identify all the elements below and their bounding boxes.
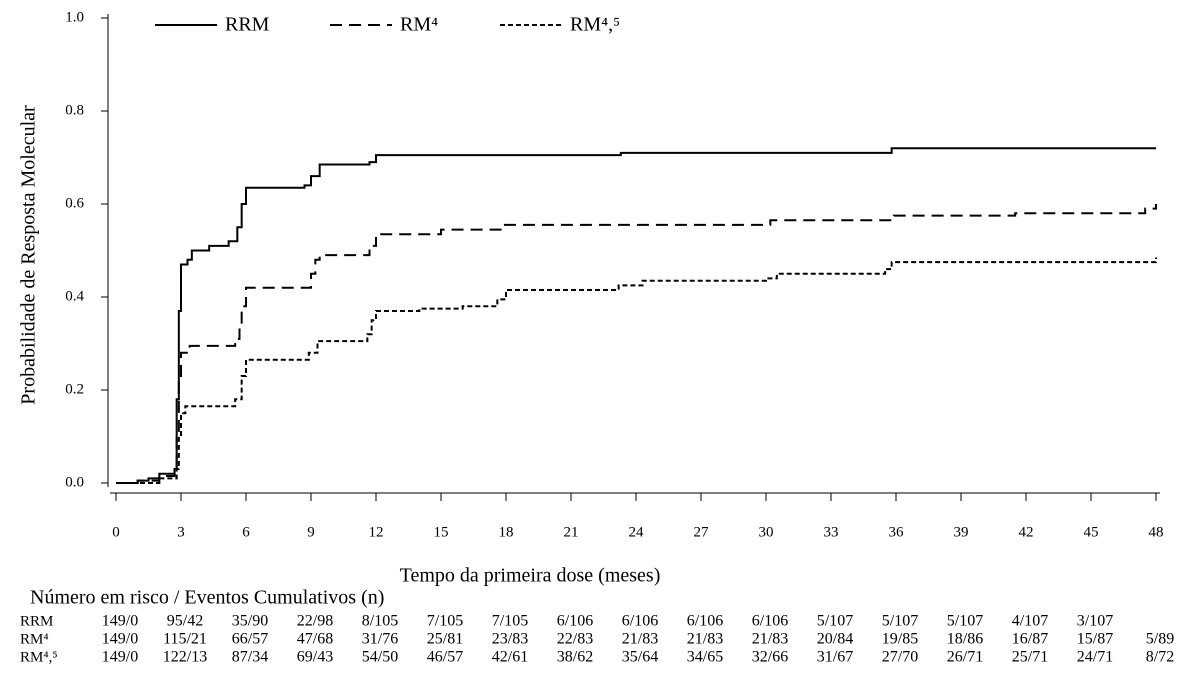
- step-line: [116, 257, 1157, 484]
- step-line: [116, 204, 1157, 484]
- risk-cell: 149/0: [102, 631, 138, 648]
- risk-cell: 25/81: [427, 631, 463, 648]
- y-axis-label: Probabilidade de Resposta Molecular: [18, 105, 40, 405]
- x-tick-label: 24: [629, 524, 645, 540]
- legend-label: RRM: [225, 14, 270, 36]
- risk-cell: 34/65: [687, 649, 723, 666]
- risk-row-label: RRM: [20, 613, 53, 629]
- risk-cell: 7/105: [427, 613, 463, 630]
- risk-cell: 149/0: [102, 649, 138, 666]
- risk-cell: 16/87: [1012, 631, 1048, 648]
- risk-cell: 21/83: [622, 631, 658, 648]
- x-tick-label: 27: [694, 524, 710, 540]
- x-tick-label: 0: [112, 524, 120, 540]
- x-tick-label: 42: [1019, 524, 1034, 540]
- risk-cell: 3/107: [1077, 613, 1113, 630]
- risk-cell: 6/106: [622, 613, 658, 630]
- risk-cell: 46/57: [427, 649, 463, 666]
- legend-label: RM⁴,⁵: [570, 14, 620, 36]
- risk-cell: 5/107: [882, 613, 918, 630]
- legend-label: RM⁴: [400, 14, 438, 36]
- risk-cell: 66/57: [232, 631, 268, 648]
- risk-cell: 4/107: [1012, 613, 1048, 630]
- x-tick-label: 36: [889, 524, 905, 540]
- x-tick-label: 33: [824, 524, 839, 540]
- x-tick-label: 21: [564, 524, 579, 540]
- risk-cell: 32/66: [752, 649, 788, 666]
- y-tick-label: 0.8: [65, 102, 84, 118]
- risk-cell: 22/98: [297, 613, 333, 630]
- risk-cell: 87/34: [232, 649, 268, 666]
- risk-cell: 38/62: [557, 649, 593, 666]
- risk-row-label: RM⁴: [20, 631, 49, 647]
- risk-cell: 15/87: [1077, 631, 1113, 648]
- risk-cell: 149/0: [102, 613, 138, 630]
- risk-cell: 5/107: [947, 613, 983, 630]
- x-tick-label: 9: [307, 524, 315, 540]
- risk-cell: 22/83: [557, 631, 593, 648]
- risk-cell: 35/90: [232, 613, 268, 630]
- y-tick-label: 0.2: [65, 381, 84, 397]
- x-tick-label: 18: [499, 524, 514, 540]
- risk-cell: 21/83: [752, 631, 788, 648]
- risk-cell: 47/68: [297, 631, 333, 648]
- y-tick-label: 0.0: [65, 474, 84, 490]
- x-tick-label: 3: [177, 524, 185, 540]
- x-tick-label: 45: [1084, 524, 1099, 540]
- risk-cell: 122/13: [163, 649, 207, 666]
- risk-cell: 20/84: [817, 631, 853, 648]
- risk-cell: 26/71: [947, 649, 983, 666]
- step-line: [116, 147, 1156, 484]
- risk-cell: 95/42: [167, 613, 203, 630]
- risk-table-title: Número em risco / Eventos Cumulativos (n…: [30, 587, 384, 609]
- x-axis-label: Tempo da primeira dose (meses): [400, 565, 661, 587]
- risk-cell: 54/50: [362, 649, 398, 666]
- risk-cell: 25/71: [1012, 649, 1048, 666]
- risk-cell: 8/105: [362, 613, 398, 630]
- x-tick-label: 48: [1149, 524, 1164, 540]
- risk-cell: 21/83: [687, 631, 723, 648]
- x-tick-label: 15: [434, 524, 449, 540]
- x-tick-label: 39: [954, 524, 969, 540]
- risk-cell: 23/83: [492, 631, 528, 648]
- risk-row-label: RM⁴,⁵: [20, 649, 58, 665]
- risk-cell: 5/89: [1146, 631, 1174, 648]
- risk-cell: 31/76: [362, 631, 398, 648]
- risk-cell: 69/43: [297, 649, 333, 666]
- y-tick-label: 0.4: [65, 288, 84, 304]
- risk-cell: 42/61: [492, 649, 528, 666]
- risk-cell: 24/71: [1077, 649, 1113, 666]
- risk-cell: 5/107: [817, 613, 853, 630]
- risk-cell: 18/86: [947, 631, 983, 648]
- risk-cell: 6/106: [557, 613, 593, 630]
- risk-cell: 27/70: [882, 649, 918, 666]
- x-tick-label: 12: [369, 524, 384, 540]
- risk-cell: 19/85: [882, 631, 918, 648]
- risk-cell: 6/106: [752, 613, 788, 630]
- risk-cell: 8/72: [1146, 649, 1174, 666]
- risk-cell: 115/21: [163, 631, 207, 648]
- risk-cell: 7/105: [492, 613, 528, 630]
- y-tick-label: 1.0: [65, 9, 84, 25]
- x-tick-label: 6: [242, 524, 250, 540]
- y-tick-label: 0.6: [65, 195, 84, 211]
- risk-cell: 35/64: [622, 649, 658, 666]
- x-tick-label: 30: [759, 524, 774, 540]
- risk-cell: 31/67: [817, 649, 853, 666]
- risk-cell: 6/106: [687, 613, 723, 630]
